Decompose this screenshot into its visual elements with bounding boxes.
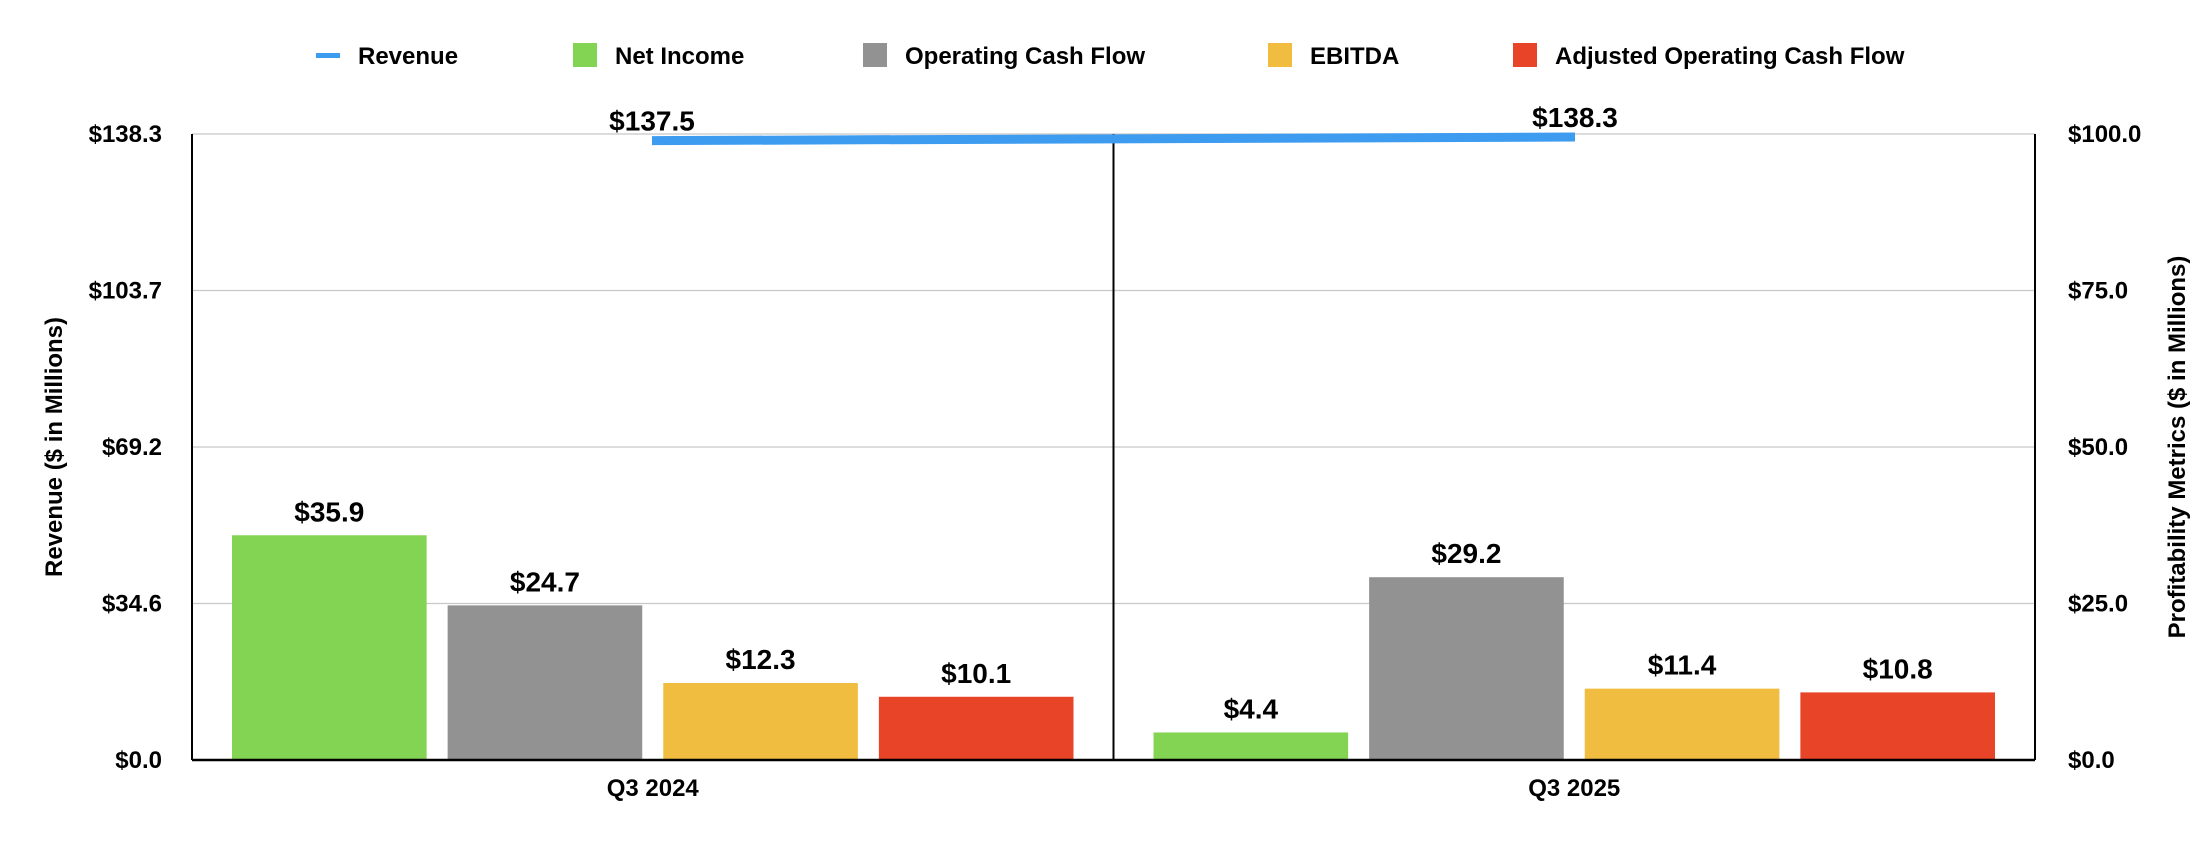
category-label: Q3 2024 xyxy=(607,775,700,802)
right-tick-label: $25.0 xyxy=(2068,591,2128,618)
bar-label-ebitda: $12.3 xyxy=(726,644,796,675)
revenue-label: $138.3 xyxy=(1532,102,1618,133)
legend: Revenue Net Income Operating Cash Flow EBIT… xyxy=(316,43,1905,70)
left-axis-title: Revenue ($ in Millions) xyxy=(41,317,68,577)
bar-label-ebitda: $11.4 xyxy=(1648,650,1717,681)
bar-net-income xyxy=(1153,732,1349,760)
left-tick-label: $69.2 xyxy=(102,434,162,461)
bar-adjusted-operating-cash-flow xyxy=(878,696,1074,760)
legend-label-adjusted-operating-cash-flow: Adjusted Operating Cash Flow xyxy=(1555,43,1905,70)
legend-swatch-ebitda xyxy=(1268,43,1292,67)
left-tick-label: $103.7 xyxy=(89,278,162,305)
legend-item-ebitda: EBITDA xyxy=(1268,43,1399,70)
legend-swatch-net-income xyxy=(573,43,597,67)
bar-operating-cash-flow xyxy=(1369,577,1564,760)
data-labels: $35.9 $24.7 $12.3 $10.1 $4.4 $29.2 $11.4 $10.8 $… xyxy=(294,102,1932,724)
legend-label-revenue: Revenue xyxy=(358,43,458,70)
legend-label-operating-cash-flow: Operating Cash Flow xyxy=(905,43,1145,70)
legend-item-adjusted-operating-cash-flow: Adjusted Operating Cash Flow xyxy=(1513,43,1905,70)
revenue-line-layer xyxy=(651,132,1576,146)
tick-labels: $0.0 $0.0 $34.6 $25.0 $69.2 $50.0 $103.7 $75.0 $… xyxy=(89,121,2142,802)
bar-operating-cash-flow xyxy=(447,605,643,760)
bar-label-operating-cash-flow: $24.7 xyxy=(510,566,580,597)
bar-label-net-income: $35.9 xyxy=(294,496,364,527)
right-tick-label: $0.0 xyxy=(2068,747,2115,774)
right-tick-label: $75.0 xyxy=(2068,278,2128,305)
bar-ebitda xyxy=(663,683,858,760)
bar-adjusted-operating-cash-flow xyxy=(1800,692,1995,760)
right-tick-label: $50.0 xyxy=(2068,434,2128,461)
right-axis-title: Profitability Metrics ($ in Millions) xyxy=(2164,256,2191,639)
revenue-line xyxy=(651,132,1576,146)
right-tick-label: $100.0 xyxy=(2068,121,2141,148)
left-tick-label: $34.6 xyxy=(102,591,162,618)
legend-item-revenue: Revenue xyxy=(316,43,458,70)
legend-swatch-revenue xyxy=(316,53,340,58)
bar-label-adjusted-operating-cash-flow: $10.8 xyxy=(1863,653,1933,684)
left-tick-label: $0.0 xyxy=(115,747,162,774)
revenue-label: $137.5 xyxy=(609,106,695,137)
bar-label-adjusted-operating-cash-flow: $10.1 xyxy=(941,658,1011,689)
bar-label-operating-cash-flow: $29.2 xyxy=(1431,538,1501,569)
legend-item-net-income: Net Income xyxy=(573,43,744,70)
legend-swatch-adjusted-operating-cash-flow xyxy=(1513,43,1537,67)
legend-swatch-operating-cash-flow xyxy=(863,43,887,67)
bar-net-income xyxy=(232,535,427,760)
legend-label-ebitda: EBITDA xyxy=(1310,43,1399,70)
bar-ebitda xyxy=(1584,688,1780,760)
bars xyxy=(232,535,1995,760)
bar-label-net-income: $4.4 xyxy=(1224,693,1279,724)
legend-label-net-income: Net Income xyxy=(615,43,744,70)
legend-item-operating-cash-flow: Operating Cash Flow xyxy=(863,43,1145,70)
category-label: Q3 2025 xyxy=(1528,775,1620,802)
left-tick-label: $138.3 xyxy=(89,121,162,148)
axes xyxy=(191,134,2036,762)
